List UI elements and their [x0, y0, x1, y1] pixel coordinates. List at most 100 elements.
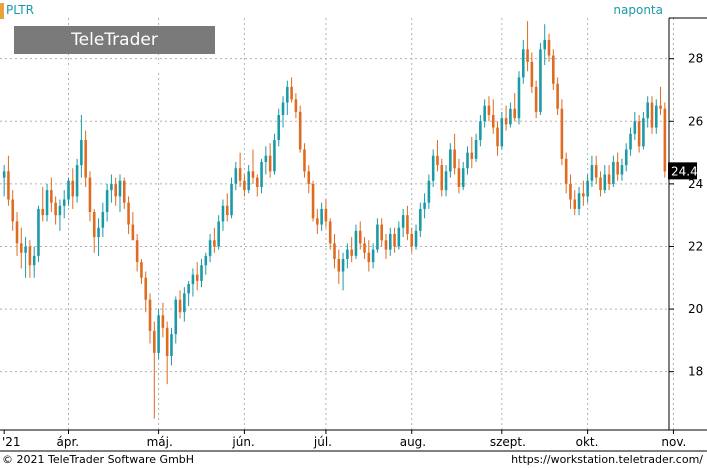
candle [97, 218, 100, 256]
candle-body [612, 161, 615, 184]
candle [577, 187, 581, 216]
candle [487, 96, 491, 122]
candle [500, 111, 504, 150]
candles [2, 21, 667, 419]
candle-body [388, 233, 392, 250]
candle-body [616, 161, 619, 175]
candle-body [470, 152, 474, 159]
candle [15, 212, 19, 256]
candle-body [363, 243, 366, 253]
candle [380, 218, 383, 247]
candle-body [491, 115, 495, 128]
candle [204, 252, 208, 275]
candle-body [165, 327, 169, 357]
candle [350, 237, 353, 263]
candle [286, 80, 289, 116]
y-tick-label: 24 [688, 177, 703, 191]
candle [504, 105, 508, 131]
candle [384, 233, 388, 259]
candle-body [474, 140, 478, 159]
candle [127, 196, 130, 234]
y-tick-label: 28 [688, 52, 703, 66]
candle [307, 165, 311, 194]
candle-body [659, 105, 662, 109]
candle-body [234, 168, 238, 184]
candle [225, 193, 229, 222]
candle-body [380, 224, 383, 241]
candle-body [483, 105, 486, 122]
website-link[interactable]: https://workstation.teletrader.com/ [511, 453, 703, 466]
candle-body [654, 105, 658, 128]
candle [37, 205, 40, 263]
candle [663, 102, 667, 178]
candle [247, 165, 250, 194]
candle [255, 174, 259, 197]
candle [268, 143, 272, 178]
candle-body [573, 199, 577, 209]
candle-body [153, 330, 156, 353]
candle [311, 180, 315, 222]
candle [401, 208, 405, 238]
candle-body [521, 49, 525, 78]
candle [466, 146, 469, 175]
candle [24, 237, 27, 278]
candle-body [620, 165, 624, 175]
candle-body [221, 205, 225, 222]
candle [449, 143, 452, 178]
candle-body [264, 155, 268, 162]
candle [363, 237, 366, 259]
candle [337, 249, 341, 285]
candle [260, 158, 263, 194]
candle [84, 130, 87, 188]
candle [526, 21, 529, 72]
candle [174, 296, 178, 344]
candle-body [423, 202, 426, 209]
last-value-badge: 24.4 [668, 162, 698, 180]
symbol-label[interactable]: PLTR [6, 3, 34, 17]
candle-body [487, 105, 491, 116]
candle [659, 86, 662, 116]
candle [654, 99, 658, 134]
candle [148, 293, 152, 344]
candle-body [28, 246, 32, 266]
candle-body [273, 140, 276, 172]
candle-body [174, 299, 178, 335]
candle-body [599, 177, 602, 191]
candle-body [281, 102, 285, 116]
candle [122, 177, 126, 209]
candle [191, 268, 195, 297]
candle-body [131, 224, 135, 241]
candle-body [466, 152, 469, 169]
candle [594, 155, 598, 184]
candle [573, 190, 577, 216]
period-label[interactable]: naponta [613, 3, 663, 17]
candle [642, 111, 645, 150]
candle-body [440, 165, 444, 191]
candle-body [260, 161, 263, 188]
candle-body [37, 208, 40, 256]
candle [543, 24, 547, 65]
candle-body [67, 180, 70, 200]
candle [371, 243, 375, 269]
candle-body [346, 249, 349, 259]
candle [238, 152, 242, 188]
candle-body [71, 180, 75, 197]
candle-body [367, 252, 371, 263]
candle-body [358, 230, 362, 244]
candle [161, 302, 165, 338]
candle-body [453, 149, 456, 169]
footer: © 2021 TeleTrader Software GmbH https://… [0, 452, 707, 468]
candle [461, 161, 465, 191]
candle-body [663, 108, 667, 172]
candle [539, 43, 542, 116]
candle-body [556, 83, 559, 109]
candle [62, 190, 66, 219]
candle [552, 49, 555, 90]
candle-body [204, 255, 208, 266]
y-tick-label: 26 [688, 114, 703, 128]
candle-body [62, 199, 66, 206]
candle-body [333, 243, 336, 259]
candle-body [371, 249, 375, 263]
candle-body [298, 111, 302, 150]
